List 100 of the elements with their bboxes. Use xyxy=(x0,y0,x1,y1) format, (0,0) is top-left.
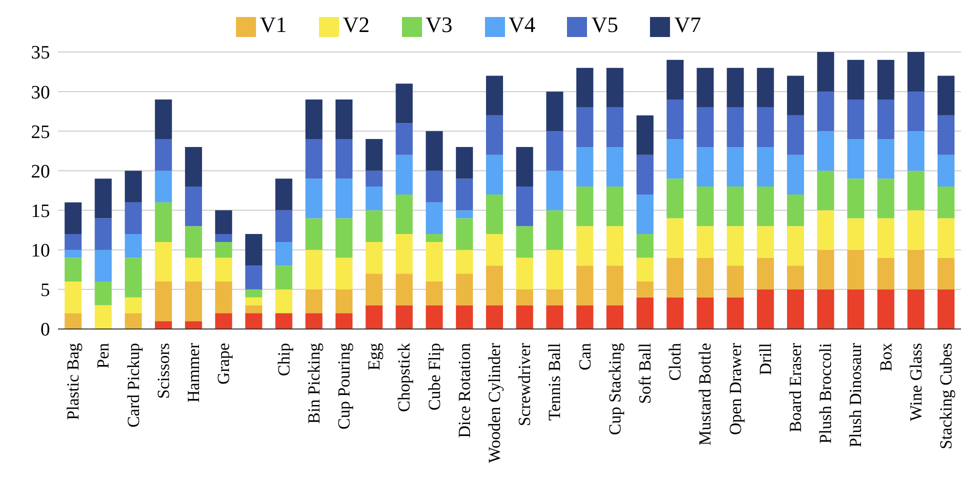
legend-label: V3 xyxy=(426,12,452,37)
bar xyxy=(305,289,322,314)
bar xyxy=(245,313,262,329)
bar xyxy=(456,178,473,210)
bar xyxy=(787,226,804,266)
y-tick-label: 5 xyxy=(40,280,50,302)
bar xyxy=(396,274,413,306)
bar xyxy=(877,139,894,179)
bar xyxy=(124,170,142,202)
bar xyxy=(94,178,112,218)
x-tick-label: Board Eraser xyxy=(786,342,805,432)
bar xyxy=(366,170,383,187)
bar xyxy=(154,202,172,242)
bar xyxy=(847,178,864,218)
bar xyxy=(847,289,864,329)
x-tick-label: Open Drawer xyxy=(726,342,745,436)
bar xyxy=(907,131,924,171)
bar xyxy=(938,289,955,329)
bar xyxy=(847,60,864,100)
y-tick-label: 30 xyxy=(31,82,50,104)
bar xyxy=(305,250,322,290)
x-tick-label: Chopstick xyxy=(394,342,414,412)
bar xyxy=(486,194,504,234)
bar xyxy=(847,99,864,140)
bar xyxy=(546,210,564,250)
bar xyxy=(486,76,504,116)
bar xyxy=(696,297,714,329)
x-tick-label: Cup Stacking xyxy=(605,342,624,436)
bar xyxy=(666,99,684,140)
x-tick-label: Wine Glass xyxy=(906,343,926,422)
bar xyxy=(726,226,744,266)
bar xyxy=(366,139,383,171)
bar xyxy=(817,170,834,210)
bar xyxy=(907,170,924,210)
bar xyxy=(907,52,924,92)
x-tick-label: Bin Picking xyxy=(304,342,324,424)
y-tick-label: 15 xyxy=(31,201,50,222)
bar xyxy=(396,154,413,194)
bar xyxy=(516,289,534,306)
bar xyxy=(636,282,654,298)
bar xyxy=(275,266,292,290)
bar xyxy=(94,218,112,250)
bar xyxy=(64,202,82,234)
bar xyxy=(877,258,894,290)
bar xyxy=(666,139,684,179)
bar xyxy=(787,115,804,155)
bar xyxy=(336,218,353,258)
bar xyxy=(666,178,684,218)
x-tick-label: Wooden Cylinder xyxy=(484,342,504,463)
bar xyxy=(756,289,774,329)
y-tick-label: 35 xyxy=(31,42,50,64)
bar xyxy=(877,178,894,218)
y-tick-label: 25 xyxy=(31,122,50,143)
bar xyxy=(185,146,202,187)
bar xyxy=(606,226,624,266)
x-tick-label: Egg xyxy=(364,342,384,370)
bar xyxy=(546,250,564,290)
bar xyxy=(787,266,804,290)
bar xyxy=(756,186,774,226)
bar xyxy=(847,139,864,179)
bar xyxy=(726,146,744,187)
bar xyxy=(546,305,564,329)
bar xyxy=(486,266,504,306)
bar xyxy=(877,218,894,258)
bar xyxy=(275,242,292,266)
bar xyxy=(245,297,262,306)
bar xyxy=(486,234,504,266)
bar xyxy=(817,250,834,290)
bar xyxy=(426,131,443,171)
bar xyxy=(215,242,232,258)
bar xyxy=(726,186,744,226)
x-tick-label: Screwdriver xyxy=(515,342,534,426)
bar xyxy=(124,202,142,234)
x-tick-label: Grape xyxy=(214,343,234,385)
x-tick-label: Plush Dinosaur xyxy=(846,342,866,448)
bar xyxy=(817,92,834,132)
x-tick-label: Card Pickup xyxy=(124,343,143,428)
bar xyxy=(426,305,443,329)
bar xyxy=(636,258,654,282)
bar xyxy=(456,218,473,250)
bar xyxy=(787,76,804,116)
bar xyxy=(215,234,232,242)
x-tick-label: Cube Flip xyxy=(424,343,444,411)
bar xyxy=(456,210,473,218)
x-tick-label: Stacking Cubes xyxy=(936,343,956,450)
bar xyxy=(756,258,774,290)
y-tick-label: 20 xyxy=(31,161,50,182)
bar xyxy=(486,115,504,155)
bar xyxy=(64,258,82,282)
bar xyxy=(275,289,292,314)
bar xyxy=(456,274,473,306)
bar xyxy=(64,282,82,314)
bar xyxy=(817,289,834,329)
bar xyxy=(666,60,684,100)
bar xyxy=(426,170,443,202)
bar xyxy=(154,139,172,171)
bar xyxy=(426,242,443,282)
legend-label: V1 xyxy=(260,12,287,37)
bar xyxy=(938,115,955,155)
bar xyxy=(336,139,353,179)
